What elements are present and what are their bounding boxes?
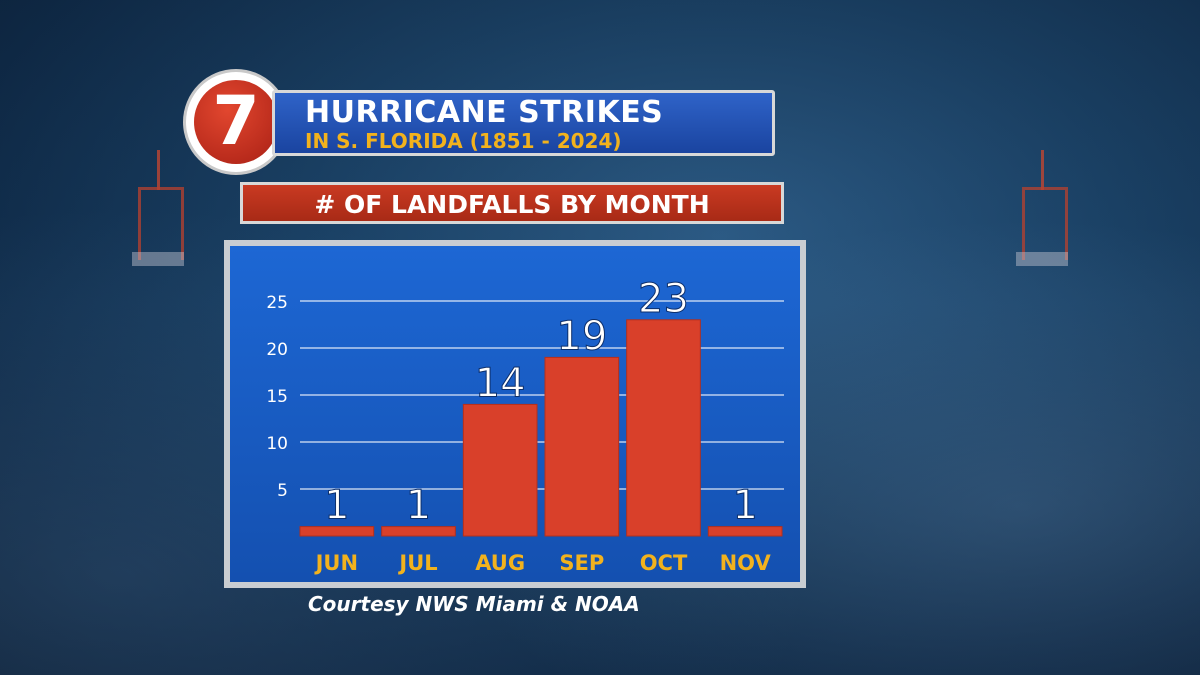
x-tick-label: JUN (314, 551, 358, 575)
y-tick-label: 5 (277, 481, 288, 501)
bar-sep (544, 356, 620, 537)
data-label: 1 (406, 483, 431, 529)
chart-title-banner: # OF LANDFALLS BY MONTH (240, 182, 784, 224)
y-tick-label: 10 (266, 434, 288, 454)
bar-chart: 5 10 15 20 25 1 JUN 1 JUL 14 AUG 19 SEP 23 OCT 1 NOV (266, 275, 784, 575)
data-label: 1 (324, 483, 349, 529)
y-tick-label: 20 (266, 340, 288, 360)
logo-number: 7 (212, 82, 260, 161)
bar-aug (462, 403, 538, 537)
bar-jul (381, 526, 456, 537)
page-subtitle: IN S. FLORIDA (1851 - 2024) (305, 129, 622, 153)
data-label: 23 (638, 276, 689, 322)
x-tick-label: JUL (397, 551, 437, 575)
y-tick-label: 15 (266, 387, 288, 407)
bar-nov (707, 526, 783, 537)
bar-jun (299, 526, 375, 537)
y-tick-label: 25 (266, 293, 288, 313)
title-banner: HURRICANE STRIKES IN S. FLORIDA (1851 - … (272, 90, 775, 156)
chart-panel: 5 10 15 20 25 1 JUN 1 JUL 14 AUG 19 SEP 23 OCT 1 NOV (224, 240, 806, 588)
chart-title: # OF LANDFALLS BY MONTH (314, 190, 710, 219)
bar-oct (626, 319, 701, 537)
station-logo: 7 (186, 72, 286, 172)
source-credit: Courtesy NWS Miami & NOAA (308, 592, 640, 616)
data-label: 14 (475, 360, 526, 406)
x-tick-label: SEP (559, 551, 604, 575)
data-label: 1 (732, 483, 757, 529)
page-title: HURRICANE STRIKES (305, 95, 664, 130)
data-label: 19 (556, 313, 607, 359)
x-tick-label: OCT (640, 551, 688, 575)
x-tick-label: NOV (720, 551, 772, 575)
x-tick-label: AUG (475, 551, 525, 575)
